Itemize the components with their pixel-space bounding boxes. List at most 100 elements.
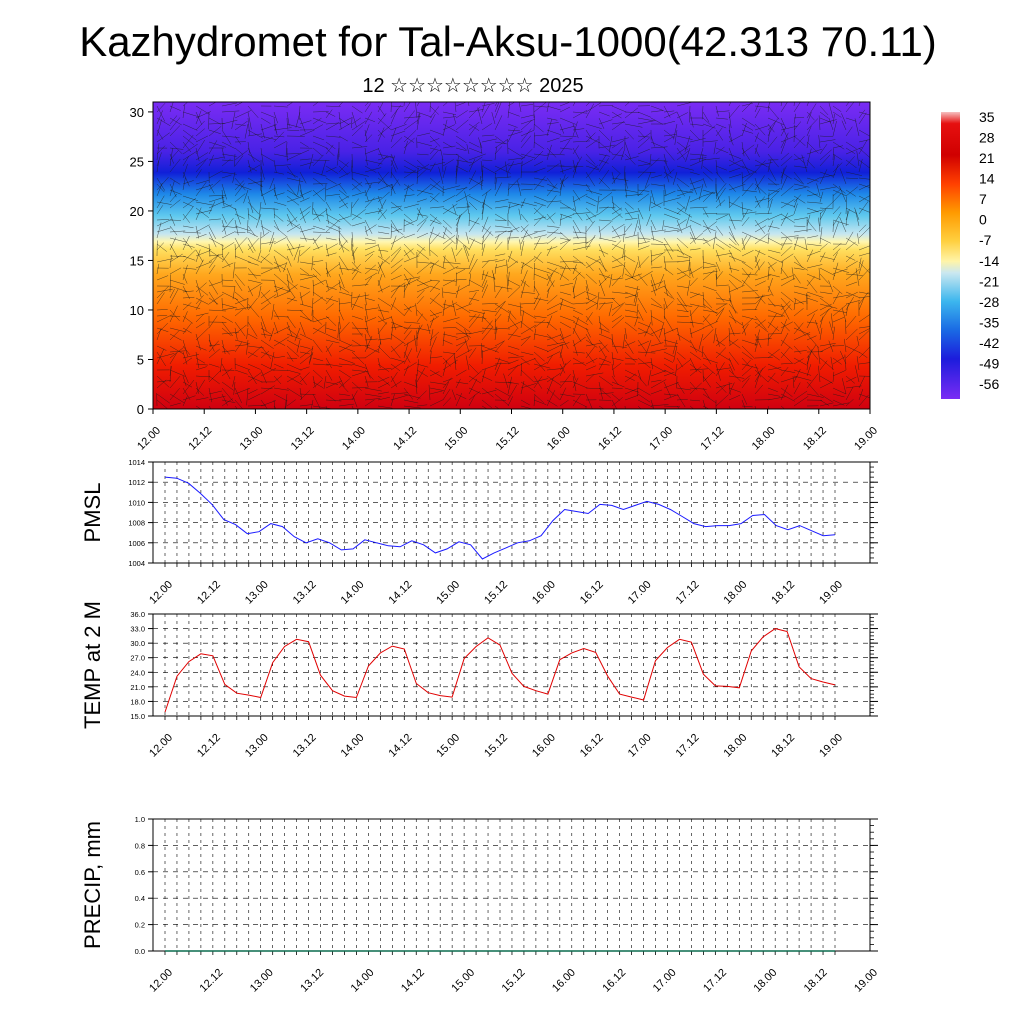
x-tick-label: 16.12: [600, 967, 628, 995]
x-tick-label: 13.00: [248, 967, 276, 995]
x-tick-label: 13.12: [291, 732, 319, 760]
colorbar-label: -28: [979, 294, 999, 310]
x-tick-label: 19.00: [817, 579, 845, 607]
colorbar-label: 14: [979, 171, 995, 187]
colorbar-label: 0: [979, 212, 987, 228]
y-tick-label: 15.0: [130, 712, 145, 721]
x-tick-label: 12.00: [147, 579, 175, 607]
y-tick-label: 1014: [128, 458, 145, 467]
x-tick-label: 17.00: [626, 732, 654, 760]
precip-y-label: PRECIP, mm: [80, 821, 105, 949]
colorbar-label: -21: [979, 273, 999, 289]
x-tick-label: 15.00: [449, 967, 477, 995]
y-tick-label: 1012: [128, 478, 145, 487]
colorbar-label: -35: [979, 314, 999, 330]
x-tick-label: 16.00: [530, 579, 558, 607]
xs-x-tick-label: 15.12: [494, 425, 522, 453]
x-tick-label: 12.12: [198, 967, 226, 995]
x-tick-label: 12.12: [195, 732, 223, 760]
temp-y-label: TEMP at 2 M: [80, 601, 105, 729]
x-tick-label: 12.00: [147, 732, 175, 760]
x-tick-label: 15.12: [482, 732, 510, 760]
colorbar-label: -7: [979, 232, 992, 248]
xs-x-tick-label: 17.12: [699, 425, 727, 453]
x-tick-label: 14.00: [339, 579, 367, 607]
x-tick-label: 16.00: [530, 732, 558, 760]
x-tick-label: 12.12: [195, 579, 223, 607]
colorbar-label: 28: [979, 130, 995, 146]
x-tick-label: 17.12: [674, 732, 702, 760]
y-tick-label: 1008: [128, 519, 145, 528]
xs-x-tick-label: 16.12: [596, 425, 624, 453]
x-tick-label: 14.12: [386, 579, 414, 607]
xs-y-tick-label: 25: [130, 154, 144, 169]
y-tick-label: 0.4: [135, 894, 145, 903]
xs-y-tick-label: 10: [130, 303, 144, 318]
x-tick-label: 13.12: [291, 579, 319, 607]
cross-section-field: [153, 102, 870, 409]
xs-y-tick-label: 5: [137, 352, 144, 367]
x-tick-label: 14.00: [339, 732, 367, 760]
y-tick-label: 1010: [128, 498, 145, 507]
y-tick-label: 33.0: [130, 625, 145, 634]
xs-x-tick-label: 14.12: [391, 425, 419, 453]
y-tick-label: 0.0: [135, 947, 145, 956]
x-tick-label: 19.00: [817, 732, 845, 760]
xs-x-tick-label: 12.00: [135, 425, 163, 453]
x-tick-label: 19.00: [852, 967, 880, 995]
colorbar-label: -49: [979, 355, 999, 371]
colorbar-label: 7: [979, 191, 987, 207]
x-tick-label: 18.12: [769, 732, 797, 760]
x-tick-label: 13.00: [243, 579, 271, 607]
x-tick-label: 17.00: [626, 579, 654, 607]
colorbar-label: -56: [979, 376, 999, 392]
xs-x-tick-label: 19.00: [852, 425, 880, 453]
xs-x-tick-label: 18.00: [750, 425, 778, 453]
xs-y-tick-label: 15: [130, 253, 144, 268]
x-tick-label: 17.12: [674, 579, 702, 607]
x-tick-label: 13.12: [298, 967, 326, 995]
x-tick-label: 14.12: [399, 967, 427, 995]
colorbar: [941, 112, 960, 399]
pmsl-y-label: PMSL: [80, 483, 105, 543]
y-tick-label: 1.0: [135, 815, 145, 824]
y-tick-label: 21.0: [130, 683, 145, 692]
y-tick-label: 24.0: [130, 668, 145, 677]
xs-x-tick-label: 17.00: [647, 425, 675, 453]
xs-x-tick-label: 14.00: [340, 425, 368, 453]
x-tick-label: 16.00: [550, 967, 578, 995]
xs-x-tick-label: 13.00: [238, 425, 266, 453]
x-tick-label: 16.12: [578, 579, 606, 607]
colorbar-label: 35: [979, 109, 995, 125]
chart-subtitle: 12 ☆☆☆☆☆☆☆☆ 2025: [362, 75, 583, 97]
x-tick-label: 14.12: [386, 732, 414, 760]
x-tick-label: 15.00: [434, 732, 462, 760]
y-tick-label: 36.0: [130, 610, 145, 619]
x-tick-label: 18.12: [802, 967, 830, 995]
y-tick-label: 0.2: [135, 921, 145, 930]
colorbar-label: -42: [979, 335, 999, 351]
xs-x-tick-label: 18.12: [801, 425, 829, 453]
x-tick-label: 15.12: [482, 579, 510, 607]
y-tick-label: 30.0: [130, 639, 145, 648]
colorbar-label: -14: [979, 253, 999, 269]
xs-x-tick-label: 15.00: [442, 425, 470, 453]
y-tick-label: 0.8: [135, 841, 145, 850]
x-tick-label: 15.12: [500, 967, 528, 995]
xs-x-tick-label: 12.12: [186, 425, 214, 453]
x-tick-label: 18.12: [769, 579, 797, 607]
xs-y-tick-label: 30: [130, 105, 144, 120]
y-tick-label: 1006: [128, 539, 145, 548]
xs-y-tick-label: 20: [130, 204, 144, 219]
x-tick-label: 18.00: [721, 732, 749, 760]
y-tick-label: 0.6: [135, 868, 145, 877]
x-tick-label: 16.12: [578, 732, 606, 760]
